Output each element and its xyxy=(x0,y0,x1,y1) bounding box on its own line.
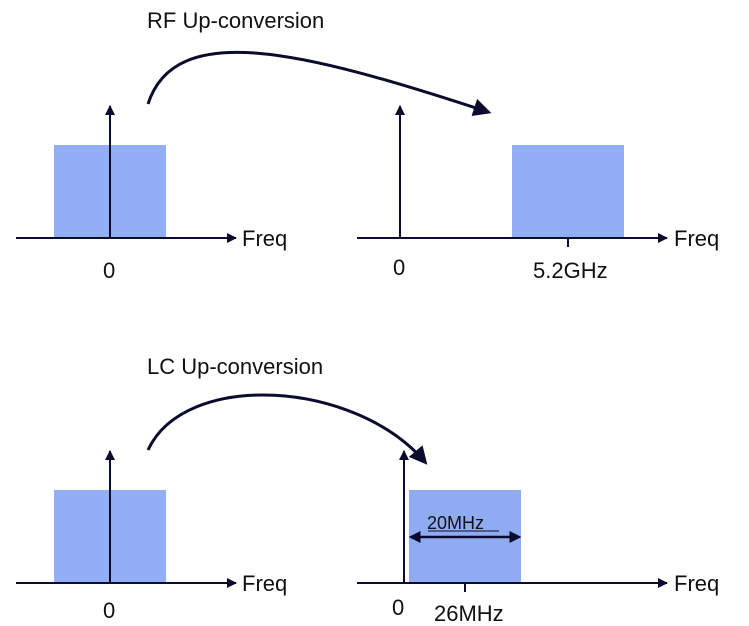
rf-baseband-panel: 0 Freq xyxy=(16,105,287,283)
rf-shifted-panel: 0 5.2GHz Freq xyxy=(357,105,719,283)
rf-shifted-band xyxy=(512,145,624,238)
lc-shifted-panel: 20MHz 0 26MHz Freq xyxy=(357,450,719,626)
lc-center-freq-label: 26MHz xyxy=(434,601,504,626)
rf-shifted-origin-label: 0 xyxy=(393,255,405,280)
lc-baseband-panel: 0 Freq xyxy=(16,450,287,623)
rf-section: RF Up-conversion 0 Freq 0 5.2GHz Freq xyxy=(16,8,719,283)
lc-section: LC Up-conversion 0 Freq 20MHz 0 26MHz Fr… xyxy=(16,354,719,626)
lc-shifted-freq-label: Freq xyxy=(674,571,719,596)
rf-upconversion-arrow xyxy=(146,50,492,117)
rf-center-freq-label: 5.2GHz xyxy=(533,258,608,283)
rf-baseband-origin-label: 0 xyxy=(103,258,115,283)
rf-section-title: RF Up-conversion xyxy=(147,8,324,33)
lc-shifted-origin-label: 0 xyxy=(392,595,404,620)
lc-bandwidth-label: 20MHz xyxy=(427,513,484,533)
rf-baseband-freq-label: Freq xyxy=(242,226,287,251)
lc-baseband-origin-label: 0 xyxy=(103,598,115,623)
lc-upconversion-arrow xyxy=(146,393,428,465)
lc-section-title: LC Up-conversion xyxy=(147,354,323,379)
lc-baseband-freq-label: Freq xyxy=(242,571,287,596)
rf-shifted-freq-label: Freq xyxy=(674,226,719,251)
